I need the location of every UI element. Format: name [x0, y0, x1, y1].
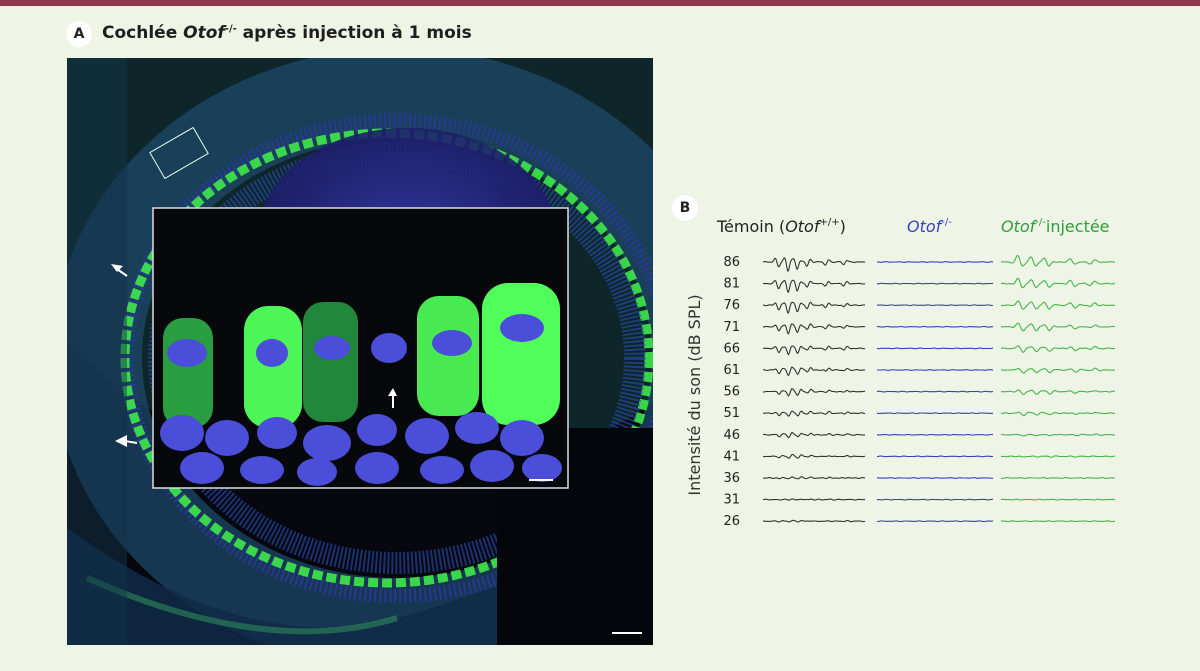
abr-traces-panel: Témoin (Otof+/+) Otof-/- Otof-/-injectée…: [685, 217, 1116, 529]
panel-a-title: Cochlée Otof-/- après injection à 1 mois: [102, 23, 472, 43]
top-accent-bar: [0, 0, 1200, 6]
level-labels: 86 81 76 71 66 61 56 51 46 41 36 31 26: [723, 255, 740, 529]
col-label-injected-sup: -/-: [1035, 217, 1046, 228]
abr-trace: [1000, 411, 1115, 417]
abr-trace: [762, 453, 866, 459]
col-label-wildtype-post: ): [840, 217, 846, 236]
col-label-wildtype-pre: Témoin (: [716, 217, 785, 236]
abr-trace: [877, 261, 994, 263]
level-label: 66: [723, 341, 740, 356]
panel-a-label: A: [66, 21, 92, 47]
level-label: 51: [723, 406, 740, 421]
abr-trace: [1001, 389, 1116, 395]
title-gene: Otof: [183, 23, 225, 43]
level-label: 81: [723, 277, 740, 292]
abr-trace: [1000, 345, 1116, 353]
level-label: 86: [723, 255, 740, 270]
abr-trace: [1000, 300, 1116, 310]
abr-trace: [763, 366, 866, 377]
col-label-wildtype-gene: Otof: [785, 217, 822, 236]
abr-trace: [763, 345, 866, 356]
inset-image: [152, 207, 569, 489]
abr-trace: [876, 455, 993, 458]
abr-trace: [1001, 255, 1116, 267]
abr-trace: [1000, 367, 1116, 374]
col-label-injected-gene: Otof: [1001, 217, 1038, 236]
col-label-wildtype-sup: +/+: [819, 217, 839, 228]
abr-trace: [763, 476, 866, 480]
col-label-injected-post: injectée: [1046, 217, 1110, 236]
abr-trace: [876, 390, 994, 393]
col-label-knockout-gene: Otof: [907, 217, 944, 236]
abr-trace: [876, 477, 993, 479]
abr-trace: [1000, 477, 1116, 479]
abr-trace: [877, 498, 993, 501]
abr-trace: [877, 520, 993, 523]
abr-trace: [1000, 498, 1116, 501]
abr-trace: [762, 323, 866, 335]
level-label: 61: [723, 363, 740, 378]
col-label-injected: Otof-/-injectée: [1001, 217, 1110, 236]
abr-trace: [762, 301, 865, 314]
col-label-wildtype: Témoin (Otof+/+): [716, 217, 846, 236]
abr-trace: [877, 325, 993, 328]
abr-trace: [762, 519, 866, 523]
abr-trace: [877, 369, 994, 371]
level-label: 31: [723, 493, 740, 508]
abr-trace: [876, 347, 994, 350]
level-label: 41: [723, 449, 740, 464]
abr-trace: [762, 279, 866, 293]
abr-trace: [1001, 455, 1116, 458]
title-genotype: -/-: [224, 23, 237, 35]
abr-trace: [762, 431, 865, 439]
col-label-knockout: Otof-/-: [907, 217, 952, 236]
abr-trace: [762, 257, 866, 272]
panel-b-label: B: [672, 195, 698, 221]
level-label: 71: [723, 320, 740, 335]
abr-trace: [877, 282, 993, 285]
abr-trace: [1001, 520, 1116, 523]
level-label: 46: [723, 428, 740, 443]
level-label: 56: [723, 385, 740, 400]
level-label: 76: [723, 298, 740, 313]
cochlea-micrograph: [67, 58, 653, 645]
abr-trace: [1000, 322, 1116, 332]
arrow-marker-1: [111, 264, 128, 277]
abr-trace: [1000, 277, 1116, 289]
abr-trace: [876, 433, 994, 436]
abr-traces: [762, 255, 1116, 523]
level-label: 36: [723, 471, 740, 486]
title-suffix: après injection à 1 mois: [236, 23, 472, 43]
abr-trace: [763, 410, 866, 417]
abr-trace: [877, 304, 993, 307]
level-label: 26: [723, 514, 740, 529]
inset-region-marker: [149, 126, 209, 180]
y-axis-label: Intensité du son (dB SPL): [685, 294, 704, 495]
abr-trace: [762, 498, 865, 501]
abr-trace: [876, 412, 994, 415]
abr-trace: [762, 388, 866, 397]
title-prefix: Cochlée: [102, 23, 184, 43]
col-label-knockout-sup: -/-: [941, 217, 952, 228]
arrow-marker-2: [115, 435, 138, 447]
abr-trace: [1001, 433, 1116, 437]
